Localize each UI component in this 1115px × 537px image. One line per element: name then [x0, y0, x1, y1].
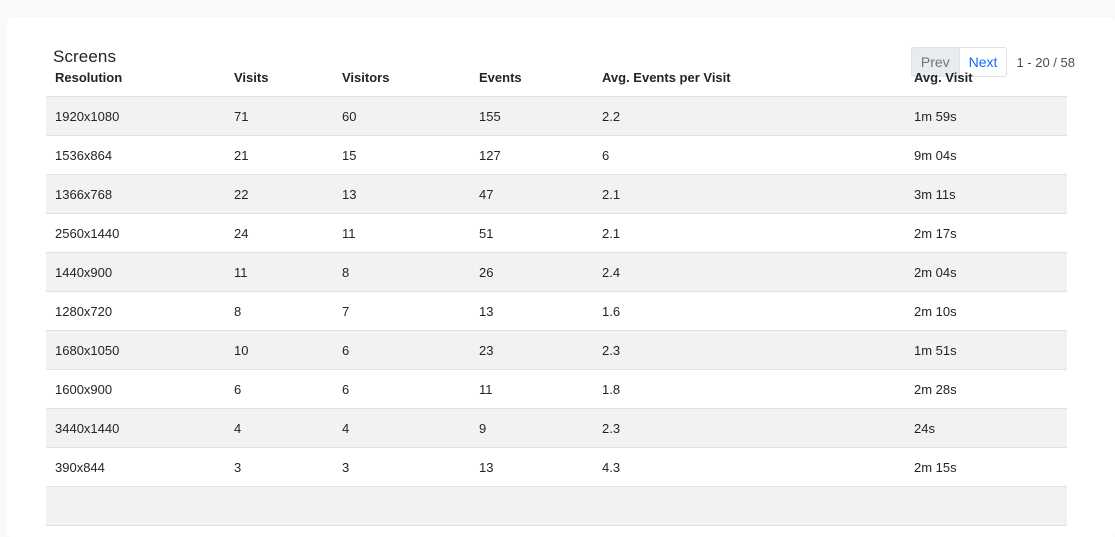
- avg-visit-cell: 2m 10s: [905, 291, 1067, 331]
- avg-events-per-visit-cell: 2.4: [593, 252, 905, 292]
- table-row: 390x844 3 3 13 4.3 2m 15s: [46, 447, 1067, 487]
- resolution-cell: 1366x768: [46, 174, 225, 214]
- avg-visit-cell: 1m 59s: [905, 96, 1067, 136]
- table-row: 1280x720 8 7 13 1.6 2m 10s: [46, 291, 1067, 331]
- avg-visit-cell: 2m 15s: [905, 447, 1067, 487]
- visitors-cell: 15: [333, 135, 470, 175]
- resolution-cell: 1920x1080: [46, 96, 225, 136]
- visits-cell: 6: [225, 369, 333, 409]
- events-cell: 13: [470, 447, 593, 487]
- table-row: 1680x1050 10 6 23 2.3 1m 51s: [46, 330, 1067, 370]
- visitors-cell: 7: [333, 291, 470, 331]
- visitors-cell: 3: [333, 447, 470, 487]
- visitors-cell: 11: [333, 213, 470, 253]
- avg-events-per-visit-cell: 1.8: [593, 369, 905, 409]
- table-row: [46, 486, 1067, 526]
- visitors-cell: 8: [333, 252, 470, 292]
- visits-cell: 22: [225, 174, 333, 214]
- events-cell: 11: [470, 369, 593, 409]
- visits-cell: 3: [225, 447, 333, 487]
- visits-cell: 71: [225, 96, 333, 136]
- table-row: 1440x900 11 8 26 2.4 2m 04s: [46, 252, 1067, 292]
- avg-events-per-visit-cell: 2.1: [593, 174, 905, 214]
- column-header-events[interactable]: Events: [470, 59, 593, 97]
- events-cell: 9: [470, 408, 593, 448]
- avg-visit-cell: 2m 04s: [905, 252, 1067, 292]
- visits-cell: 8: [225, 291, 333, 331]
- visitors-cell: [333, 486, 470, 526]
- resolution-cell: [46, 486, 225, 526]
- avg-visit-cell: [905, 486, 1067, 526]
- avg-events-per-visit-cell: 6: [593, 135, 905, 175]
- column-header-resolution[interactable]: Resolution: [46, 59, 225, 97]
- table-row: 1366x768 22 13 47 2.1 3m 11s: [46, 174, 1067, 214]
- visits-cell: 11: [225, 252, 333, 292]
- avg-events-per-visit-cell: 1.6: [593, 291, 905, 331]
- table-body: 1920x1080 71 60 155 2.2 1m 59s 1536x864 21 15 127…: [46, 96, 1067, 526]
- avg-events-per-visit-cell: 2.3: [593, 330, 905, 370]
- avg-visit-cell: 1m 51s: [905, 330, 1067, 370]
- visits-cell: [225, 486, 333, 526]
- visitors-cell: 60: [333, 96, 470, 136]
- avg-visit-cell: 3m 11s: [905, 174, 1067, 214]
- avg-events-per-visit-cell: 2.3: [593, 408, 905, 448]
- column-header-visits[interactable]: Visits: [225, 59, 333, 97]
- table-row: 2560x1440 24 11 51 2.1 2m 17s: [46, 213, 1067, 253]
- resolution-cell: 1536x864: [46, 135, 225, 175]
- avg-visit-cell: 2m 28s: [905, 369, 1067, 409]
- events-cell: 23: [470, 330, 593, 370]
- events-cell: 51: [470, 213, 593, 253]
- visitors-cell: 6: [333, 330, 470, 370]
- events-cell: 47: [470, 174, 593, 214]
- events-cell: 26: [470, 252, 593, 292]
- table-row: 1536x864 21 15 127 6 9m 04s: [46, 135, 1067, 175]
- visitors-cell: 13: [333, 174, 470, 214]
- visits-cell: 4: [225, 408, 333, 448]
- events-cell: 155: [470, 96, 593, 136]
- visitors-cell: 4: [333, 408, 470, 448]
- screens-table: Resolution Visits Visitors Events Avg. E…: [46, 59, 1067, 526]
- visits-cell: 21: [225, 135, 333, 175]
- resolution-cell: 1440x900: [46, 252, 225, 292]
- events-cell: [470, 486, 593, 526]
- resolution-cell: 1280x720: [46, 291, 225, 331]
- column-header-avg-visit[interactable]: Avg. Visit: [905, 59, 1067, 97]
- avg-events-per-visit-cell: [593, 486, 905, 526]
- table-row: 3440x1440 4 4 9 2.3 24s: [46, 408, 1067, 448]
- resolution-cell: 3440x1440: [46, 408, 225, 448]
- avg-visit-cell: 24s: [905, 408, 1067, 448]
- events-cell: 127: [470, 135, 593, 175]
- avg-events-per-visit-cell: 2.2: [593, 96, 905, 136]
- column-header-avg-events-per-visit[interactable]: Avg. Events per Visit: [593, 59, 905, 97]
- table-header-row: Resolution Visits Visitors Events Avg. E…: [46, 59, 1067, 97]
- resolution-cell: 2560x1440: [46, 213, 225, 253]
- visitors-cell: 6: [333, 369, 470, 409]
- avg-visit-cell: 9m 04s: [905, 135, 1067, 175]
- events-cell: 13: [470, 291, 593, 331]
- avg-visit-cell: 2m 17s: [905, 213, 1067, 253]
- visits-cell: 24: [225, 213, 333, 253]
- avg-events-per-visit-cell: 2.1: [593, 213, 905, 253]
- table-row: 1600x900 6 6 11 1.8 2m 28s: [46, 369, 1067, 409]
- table-row: 1920x1080 71 60 155 2.2 1m 59s: [46, 96, 1067, 136]
- column-header-visitors[interactable]: Visitors: [333, 59, 470, 97]
- resolution-cell: 1600x900: [46, 369, 225, 409]
- visits-cell: 10: [225, 330, 333, 370]
- resolution-cell: 1680x1050: [46, 330, 225, 370]
- avg-events-per-visit-cell: 4.3: [593, 447, 905, 487]
- resolution-cell: 390x844: [46, 447, 225, 487]
